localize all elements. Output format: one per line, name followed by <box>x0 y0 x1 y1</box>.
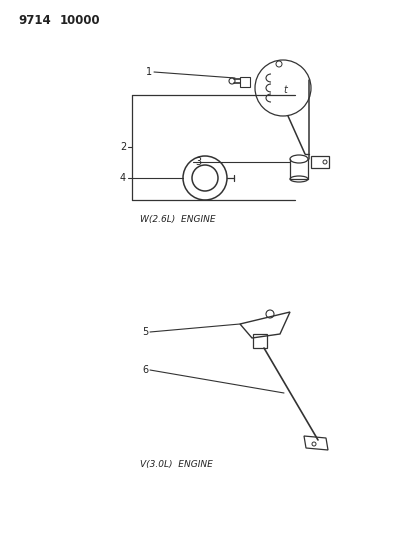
Text: 2: 2 <box>120 142 126 152</box>
Text: 9714: 9714 <box>18 14 51 27</box>
Text: 6: 6 <box>142 365 148 375</box>
Text: 10000: 10000 <box>60 14 101 27</box>
Bar <box>311 156 329 168</box>
Text: W(2.6L)  ENGINE: W(2.6L) ENGINE <box>140 215 216 224</box>
Bar <box>240 77 250 87</box>
Bar <box>253 334 267 348</box>
Text: 1: 1 <box>146 67 152 77</box>
Text: t: t <box>283 85 287 95</box>
Text: V(3.0L)  ENGINE: V(3.0L) ENGINE <box>140 460 213 469</box>
Text: 4: 4 <box>120 173 126 183</box>
Text: 3: 3 <box>195 157 201 167</box>
Text: 5: 5 <box>142 327 148 337</box>
